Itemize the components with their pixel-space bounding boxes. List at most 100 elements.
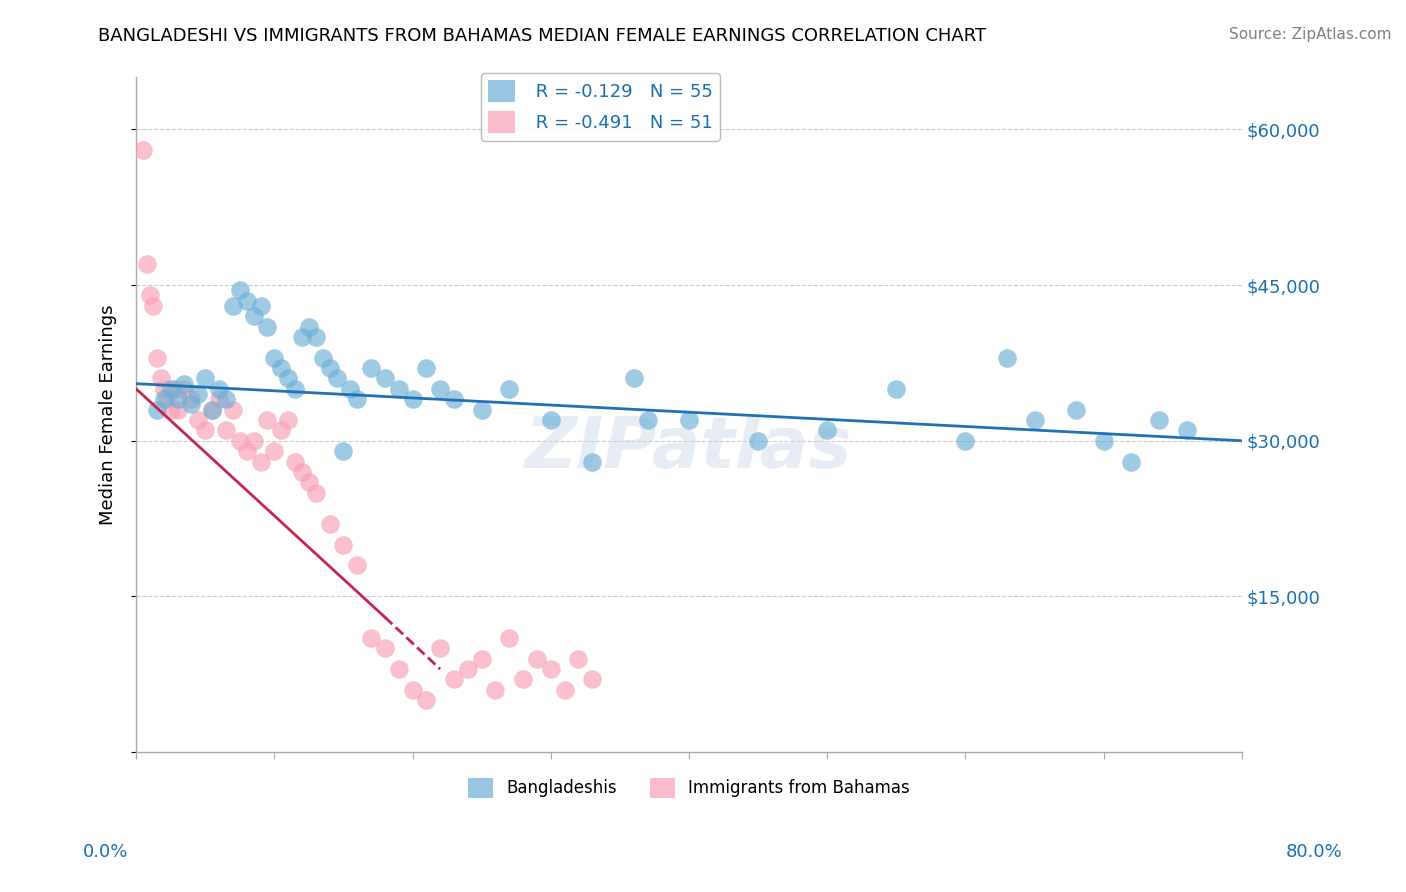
- Point: [401, 392, 423, 407]
- Point: [146, 351, 169, 365]
- Point: [173, 382, 195, 396]
- Point: [201, 402, 224, 417]
- Point: [235, 293, 257, 308]
- Point: [678, 413, 700, 427]
- Point: [443, 673, 465, 687]
- Point: [159, 382, 181, 396]
- Point: [249, 299, 271, 313]
- Point: [152, 392, 174, 407]
- Point: [360, 631, 382, 645]
- Point: [298, 475, 321, 490]
- Text: BANGLADESHI VS IMMIGRANTS FROM BAHAMAS MEDIAN FEMALE EARNINGS CORRELATION CHART: BANGLADESHI VS IMMIGRANTS FROM BAHAMAS M…: [98, 27, 987, 45]
- Point: [429, 382, 451, 396]
- Point: [159, 402, 181, 417]
- Point: [1147, 413, 1170, 427]
- Point: [346, 392, 368, 407]
- Point: [180, 392, 202, 407]
- Point: [256, 319, 278, 334]
- Point: [526, 651, 548, 665]
- Y-axis label: Median Female Earnings: Median Female Earnings: [100, 304, 117, 525]
- Point: [229, 434, 252, 448]
- Point: [215, 392, 238, 407]
- Point: [388, 662, 411, 676]
- Point: [208, 382, 231, 396]
- Point: [163, 382, 186, 396]
- Text: Source: ZipAtlas.com: Source: ZipAtlas.com: [1229, 27, 1392, 42]
- Point: [235, 444, 257, 458]
- Point: [277, 413, 299, 427]
- Text: 0.0%: 0.0%: [83, 843, 128, 861]
- Text: ZIPatlas: ZIPatlas: [526, 414, 852, 483]
- Point: [1064, 402, 1087, 417]
- Point: [187, 387, 209, 401]
- Point: [150, 371, 173, 385]
- Point: [208, 392, 231, 407]
- Point: [249, 454, 271, 468]
- Point: [429, 641, 451, 656]
- Point: [955, 434, 977, 448]
- Legend: Bangladeshis, Immigrants from Bahamas: Bangladeshis, Immigrants from Bahamas: [461, 771, 917, 805]
- Point: [388, 382, 411, 396]
- Point: [305, 330, 328, 344]
- Point: [1175, 423, 1198, 437]
- Point: [346, 558, 368, 573]
- Point: [374, 641, 396, 656]
- Point: [298, 319, 321, 334]
- Point: [995, 351, 1018, 365]
- Point: [415, 361, 437, 376]
- Point: [374, 371, 396, 385]
- Point: [152, 382, 174, 396]
- Point: [637, 413, 659, 427]
- Point: [325, 371, 347, 385]
- Point: [194, 423, 217, 437]
- Point: [222, 402, 245, 417]
- Point: [312, 351, 335, 365]
- Point: [201, 402, 224, 417]
- Point: [242, 309, 264, 323]
- Point: [166, 392, 188, 407]
- Point: [215, 423, 238, 437]
- Point: [142, 299, 165, 313]
- Point: [471, 651, 494, 665]
- Point: [132, 143, 155, 157]
- Point: [581, 454, 603, 468]
- Point: [498, 382, 520, 396]
- Point: [567, 651, 589, 665]
- Point: [498, 631, 520, 645]
- Point: [540, 662, 562, 676]
- Point: [136, 257, 159, 271]
- Point: [318, 516, 340, 531]
- Point: [187, 413, 209, 427]
- Point: [332, 537, 354, 551]
- Point: [540, 413, 562, 427]
- Point: [270, 361, 292, 376]
- Point: [256, 413, 278, 427]
- Point: [884, 382, 907, 396]
- Point: [139, 288, 162, 302]
- Point: [173, 376, 195, 391]
- Point: [263, 351, 285, 365]
- Point: [1024, 413, 1046, 427]
- Point: [155, 392, 177, 407]
- Point: [360, 361, 382, 376]
- Point: [1092, 434, 1115, 448]
- Point: [471, 402, 494, 417]
- Point: [318, 361, 340, 376]
- Point: [222, 299, 245, 313]
- Point: [747, 434, 769, 448]
- Point: [180, 397, 202, 411]
- Point: [277, 371, 299, 385]
- Point: [284, 454, 307, 468]
- Point: [291, 330, 314, 344]
- Point: [484, 682, 506, 697]
- Point: [146, 402, 169, 417]
- Point: [415, 693, 437, 707]
- Point: [815, 423, 838, 437]
- Point: [229, 283, 252, 297]
- Text: 80.0%: 80.0%: [1286, 843, 1343, 861]
- Point: [263, 444, 285, 458]
- Point: [1121, 454, 1143, 468]
- Point: [291, 465, 314, 479]
- Point: [581, 673, 603, 687]
- Point: [457, 662, 479, 676]
